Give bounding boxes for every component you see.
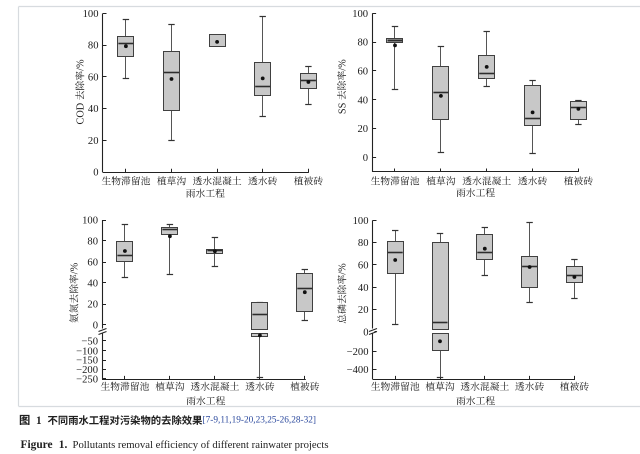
- svg-text:0: 0: [363, 153, 368, 164]
- svg-text:100: 100: [83, 9, 99, 20]
- svg-text:20: 20: [87, 300, 98, 311]
- svg-text:−100: −100: [76, 346, 98, 357]
- svg-text:−250: −250: [76, 374, 98, 385]
- svg-text:COD: COD: [76, 102, 87, 124]
- svg-text:−200: −200: [347, 347, 369, 358]
- svg-text:20: 20: [88, 136, 99, 147]
- svg-text:SS: SS: [337, 102, 348, 114]
- svg-text:100: 100: [82, 216, 98, 227]
- svg-text:80: 80: [88, 41, 99, 52]
- svg-text:Pollutants removal efficiency: Pollutants removal efficiency of differe…: [73, 439, 329, 451]
- svg-text:−150: −150: [76, 356, 98, 367]
- svg-text:/%: /%: [338, 263, 349, 275]
- svg-text:0: 0: [93, 321, 98, 332]
- svg-text:100: 100: [353, 216, 369, 227]
- svg-text:80: 80: [87, 237, 98, 248]
- svg-text:40: 40: [88, 104, 99, 115]
- svg-text:1: 1: [36, 415, 42, 427]
- svg-text:1.: 1.: [59, 439, 68, 451]
- svg-text:20: 20: [358, 124, 369, 135]
- svg-text:/%: /%: [337, 59, 348, 71]
- svg-text:40: 40: [87, 279, 98, 290]
- svg-text:80: 80: [358, 238, 369, 249]
- svg-text:/%: /%: [70, 262, 81, 274]
- svg-text:0: 0: [93, 168, 98, 179]
- svg-text:60: 60: [87, 258, 98, 269]
- svg-text:40: 40: [358, 283, 369, 294]
- svg-text:60: 60: [358, 67, 369, 78]
- svg-text:80: 80: [358, 38, 369, 49]
- svg-text:Figure: Figure: [21, 439, 53, 451]
- svg-text:60: 60: [358, 261, 369, 272]
- svg-text:60: 60: [88, 72, 99, 83]
- svg-text:0: 0: [363, 328, 368, 339]
- svg-text:−400: −400: [347, 365, 369, 376]
- svg-text:−200: −200: [76, 365, 98, 376]
- svg-text:[7-9,11,19-20,23,25-26,28-32]: [7-9,11,19-20,23,25-26,28-32]: [203, 416, 317, 426]
- svg-text:40: 40: [358, 95, 369, 106]
- svg-text:−50: −50: [81, 337, 98, 348]
- svg-text:100: 100: [352, 9, 368, 20]
- svg-text:20: 20: [358, 305, 369, 316]
- svg-text:/%: /%: [76, 59, 87, 71]
